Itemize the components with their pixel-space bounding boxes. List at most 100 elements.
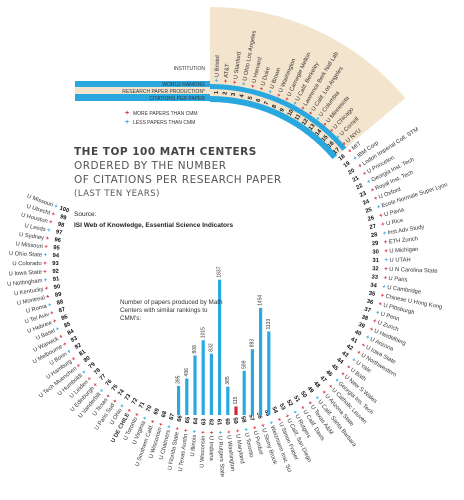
rank-number: 80 [83,355,92,364]
production-marker: + [150,419,157,425]
rank-number: 54 [270,406,278,415]
rank-number: 41 [350,337,359,346]
production-marker: + [43,253,47,259]
rank-number: 84 [67,328,76,337]
production-marker: + [320,390,327,397]
ring-bands [75,7,406,160]
rank-number: 10 [287,109,295,118]
production-marker: + [50,310,56,317]
production-marker: + [315,115,322,122]
rank-number: 48 [312,381,321,390]
institution-label: 62 +U Indiana [207,419,213,462]
ring-label-world-ranking: WORLD RANKING [162,82,205,88]
bar [193,355,197,415]
rank-number: 75 [111,383,120,392]
institution-label: 1 +U Bristol [214,55,221,94]
institution-name: Inst Adv Study [387,224,425,236]
production-marker: + [250,425,257,430]
rank-number: 69 [153,407,161,416]
institution-name: U Iowa State [9,270,42,278]
institution-label: 58+U Toronto [239,416,254,458]
institution-label: 33 + U Paris [371,274,407,283]
institution-label: 91 +U Nottingham [7,276,61,288]
legend-more-plus-icon: + [125,110,129,117]
production-marker: + [352,155,359,162]
institution-name: U Maryland [234,434,245,464]
production-marker: + [284,96,291,102]
production-marker: + [347,148,354,155]
rank-number: 1 [214,90,220,94]
institution-label: 63 +U Wisconsin [200,418,208,468]
institution-name: MIT [351,141,363,152]
production-marker: + [364,335,370,342]
institution-label: 61 +U Rutgers State [215,419,224,478]
production-marker: + [250,83,257,88]
production-marker: + [384,267,388,273]
rank-number: 99 [59,214,68,222]
rank-number: 85 [63,321,72,329]
production-marker: + [378,302,383,309]
rank-number: 50 [299,390,308,399]
production-marker: + [291,409,298,415]
rank-number: 29 [372,241,380,248]
production-marker: + [127,407,134,413]
production-marker: + [242,427,249,432]
legend-less: LESS PAPERS THAN CMM [133,120,195,126]
rank-number: 94 [52,253,59,259]
institution-label: 37 + U Penn [363,307,400,323]
rank-number: 46 [324,369,333,378]
rank-number: 17 [332,147,341,156]
production-marker: + [341,141,348,148]
production-marker: + [350,357,357,364]
production-marker: + [380,293,385,300]
chart-subtitle: (LAST TEN YEARS) [74,189,160,199]
rank-number: 32 [372,266,379,272]
production-marker: + [47,302,52,309]
bar [218,279,222,415]
institution-name: U Colorado [12,261,41,267]
rank-number: 51 [292,395,301,404]
institution-label: 31 + U UTAH [373,257,411,263]
rank-number: 81 [78,349,87,358]
bar [201,340,205,415]
rank-number: 96 [54,237,62,244]
production-marker: + [329,127,336,134]
rank-number: 57 [247,414,254,422]
rank-number: 97 [55,229,63,236]
rank-number: 73 [124,392,133,401]
production-marker: + [276,92,283,98]
production-marker: + [45,236,50,243]
rank-number: 95 [53,245,61,252]
rank-number: 63 [201,418,207,425]
production-marker: + [366,179,372,186]
production-marker: + [216,431,222,435]
rank-number: 62 [207,419,213,426]
production-marker: + [55,326,61,333]
rank-number: 71 [138,400,147,409]
bar [226,386,230,415]
production-marker: + [158,422,165,428]
production-marker: + [223,79,229,83]
institution-name: U Rutgers State [216,436,224,478]
production-marker: + [308,110,315,117]
institution-label: 92 +U Iowa State [9,269,59,278]
institution-label: 59 +U Maryland [231,417,244,464]
institution-name: U Montreal [17,295,46,307]
rank-number: 40 [354,329,362,337]
bar-value-label: 496 [184,368,190,377]
rank-number: 34 [370,283,378,290]
production-marker: + [43,261,47,267]
production-marker: + [208,431,214,435]
rank-number: 53 [278,403,287,412]
production-marker: + [201,430,207,434]
bar-value-label: 115 [233,396,239,404]
rank-number: 83 [70,335,79,344]
bar-value-label: 832 [209,343,215,352]
ring-label-institution: INSTITUTION [174,66,206,72]
bar-value-label: 1133 [266,319,272,330]
institution-name: U Leeds [24,223,46,233]
production-marker: + [372,318,378,325]
ring-label-citations: CITATIONS PER PAPER [149,96,205,102]
rank-number: 44 [335,357,344,366]
